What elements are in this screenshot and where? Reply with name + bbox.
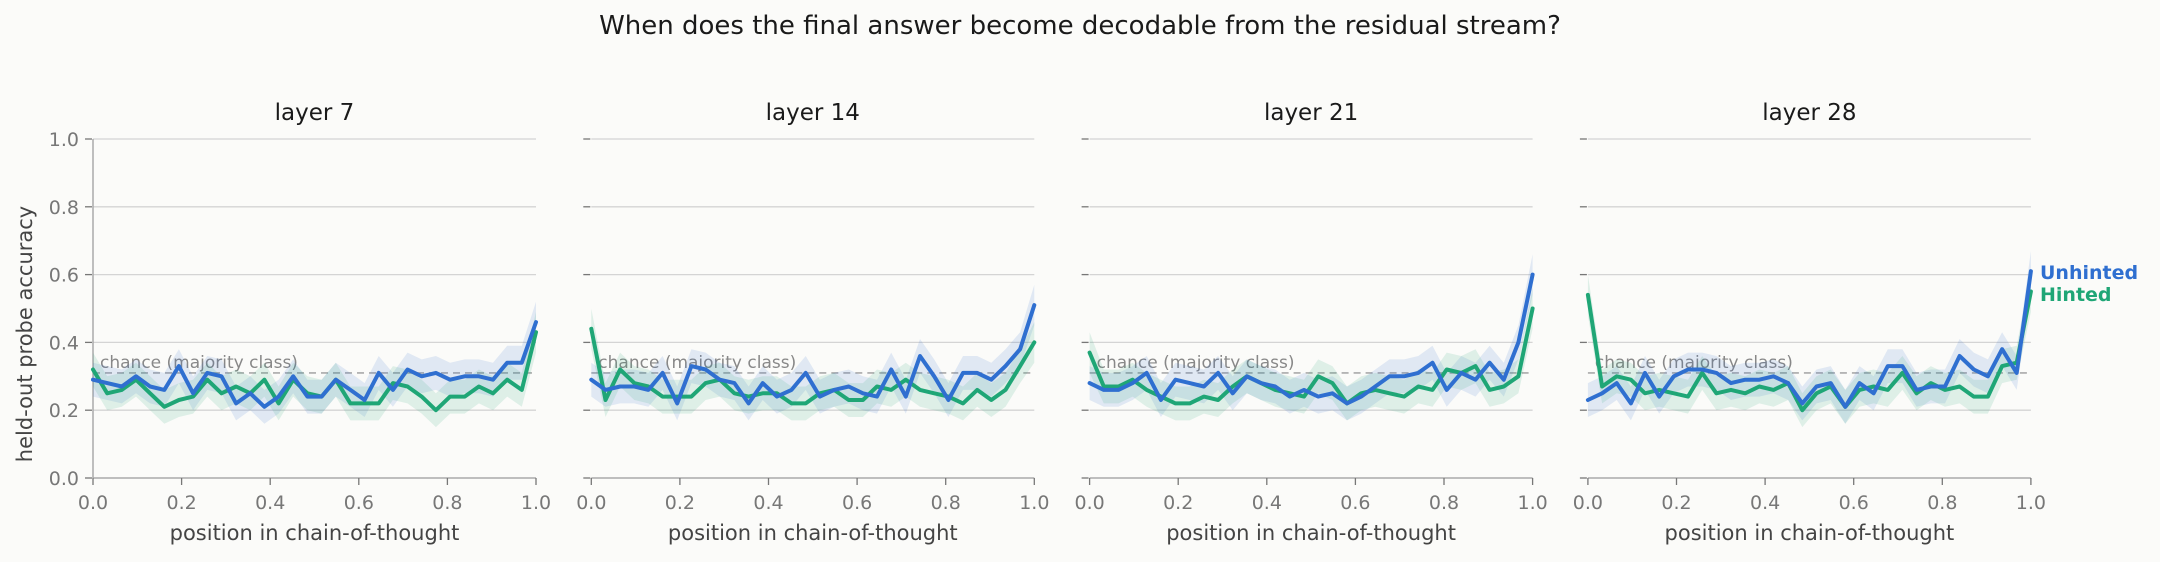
x-axis-label: position in chain-of-thought [668, 521, 958, 545]
x-tick-label: 0.4 [1750, 492, 1780, 514]
x-tick-label: 0.6 [344, 492, 374, 514]
series-line-unhinted [1585, 269, 2033, 409]
panel-title: layer 21 [1264, 100, 1358, 126]
chance-label: chance (majority class) [598, 353, 796, 373]
x-axis-label: position in chain-of-thought [1665, 521, 1955, 545]
x-tick-label: 0.6 [1340, 492, 1370, 514]
band-unhinted [93, 301, 536, 424]
x-tick-label: 0.4 [1252, 492, 1282, 514]
panel-title: layer 14 [766, 100, 860, 126]
x-tick-label: 0.0 [1074, 492, 1104, 514]
panel-1: layer 7 0.0 0.2 0.4 0.6 0.8 1.0 0.0 0.2 0.4 0.6 0.8… [49, 100, 551, 545]
x-tick-label: 0.2 [665, 492, 695, 514]
series-line-hinted [589, 326, 1037, 406]
series-line-unhinted [1087, 272, 1535, 406]
panel-title: layer 7 [275, 100, 355, 126]
x-tick-label: 0.2 [1163, 492, 1193, 514]
chance-label: chance (majority class) [1595, 353, 1793, 373]
band-unhinted [591, 284, 1035, 421]
legend-hinted: Hinted [2040, 284, 2112, 306]
x-tick-label: 0.0 [1573, 492, 1603, 514]
x-tick-label: 1.0 [2016, 492, 2046, 514]
y-tick-label: 0.2 [49, 400, 79, 422]
y-tick-label: 0.8 [49, 197, 79, 219]
chance-label: chance (majority class) [1097, 353, 1295, 373]
x-tick-label: 0.0 [576, 492, 606, 514]
x-axis-label: position in chain-of-thought [1166, 521, 1456, 545]
x-tick-label: 0.8 [931, 492, 961, 514]
y-tick-label: 1.0 [49, 129, 79, 151]
x-tick-label: 1.0 [521, 492, 551, 514]
x-tick-label: 1.0 [1019, 492, 1049, 514]
x-axis-label: position in chain-of-thought [170, 521, 460, 545]
panel-2: layer 14 0.0 0.2 0.4 0.6 0.8 1.0 position in ch… [576, 100, 1049, 545]
x-tick-label: 0.8 [1429, 492, 1459, 514]
legend-unhinted: Unhinted [2040, 262, 2138, 284]
x-tick-label: 0.2 [1661, 492, 1691, 514]
chance-label: chance (majority class) [100, 353, 298, 373]
figure-title: When does the final answer become decoda… [599, 11, 1561, 41]
y-tick-label: 0.0 [49, 468, 79, 490]
y-axis-label: held-out probe accuracy [13, 206, 37, 462]
x-tick-label: 1.0 [1517, 492, 1547, 514]
y-tick-label: 0.4 [49, 332, 79, 354]
legend: Unhinted Hinted [2040, 262, 2138, 306]
x-tick-label: 0.8 [1927, 492, 1957, 514]
band-unhinted [1089, 254, 1533, 421]
x-tick-label: 0.6 [1839, 492, 1869, 514]
x-tick-label: 0.4 [753, 492, 783, 514]
panel-3: layer 21 0.0 0.2 0.4 0.6 0.8 1.0 position in ch… [1074, 100, 1547, 545]
x-tick-label: 0.6 [842, 492, 872, 514]
panel-title: layer 28 [1762, 100, 1856, 126]
panel-4: layer 28 0.0 0.2 0.4 0.6 0.8 1.0 position in ch… [1573, 100, 2046, 545]
series-line-unhinted [589, 303, 1037, 406]
x-tick-label: 0.8 [432, 492, 462, 514]
x-tick-label: 0.2 [166, 492, 196, 514]
x-tick-label: 0.4 [255, 492, 285, 514]
series-line-unhinted [91, 320, 538, 409]
x-tick-label: 0.0 [78, 492, 108, 514]
y-tick-label: 0.6 [49, 265, 79, 287]
panels: layer 7 0.0 0.2 0.4 0.6 0.8 1.0 0.0 0.2 0.4 0.6 0.8… [49, 100, 2046, 545]
